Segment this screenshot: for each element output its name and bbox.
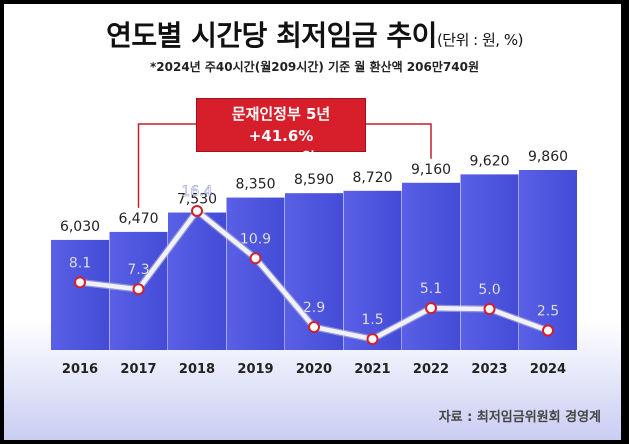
bar-value-label-2024: 9,860: [528, 149, 568, 165]
bar-2021: [343, 190, 402, 350]
bar-value-label-2022: 9,160: [411, 162, 451, 178]
rate-point-2021: [366, 333, 379, 346]
rate-point-2017: [132, 283, 145, 296]
rate-label-2018: 16.4: [181, 184, 212, 200]
x-tick-label-2020: 2020: [296, 362, 332, 377]
bar-2023: [460, 174, 519, 350]
rate-point-2022: [425, 302, 437, 315]
bar-value-label-2023: 9,620: [469, 153, 509, 169]
rate-label-2019: 10.9: [240, 231, 271, 247]
x-tick-label-2022: 2022: [413, 362, 449, 377]
rate-label-2022: 5.1: [420, 281, 442, 297]
x-tick-label-2021: 2021: [354, 362, 390, 377]
x-tick-label-2017: 2017: [120, 362, 156, 377]
highlight-line-2: +2690원: [246, 149, 316, 167]
highlight-line-1: 문재인정부 5년 +41.6%: [231, 105, 331, 145]
chart-title: 연도별 시간당 최저임금 추이(단위 : 원, %): [0, 14, 629, 54]
x-tick-label-2016: 2016: [62, 362, 98, 377]
chart-title-unit: (단위 : 원, %): [436, 31, 523, 49]
source-note: 자료 : 최저임금위원회 경영계: [438, 410, 601, 425]
rate-label-2017: 7.3: [127, 262, 149, 278]
chart-title-text: 연도별 시간당 최저임금 추이: [106, 19, 437, 52]
rate-label-2024: 2.5: [537, 304, 559, 320]
bracket-left: [137, 123, 197, 208]
x-tick-label-2023: 2023: [471, 362, 507, 377]
rate-point-2024: [542, 324, 554, 337]
bar-value-label-2018: 7,530: [177, 192, 217, 208]
bar-2016: [51, 239, 109, 350]
rate-point-2020: [308, 321, 320, 334]
rate-label-2023: 5.0: [478, 282, 500, 298]
rate-label-2016: 8.1: [69, 255, 91, 271]
rate-point-2019: [249, 252, 262, 265]
rate-label-2021: 1.5: [361, 312, 383, 328]
rate-point-2016: [74, 276, 86, 289]
bar-value-label-2019: 8,350: [235, 177, 275, 193]
rate-point-2023: [483, 303, 496, 315]
bar-2019: [226, 197, 285, 350]
bar-value-label-2016: 6,030: [60, 219, 100, 235]
bar-value-label-2021: 8,720: [352, 170, 392, 186]
x-tick-label-2019: 2019: [237, 362, 273, 377]
bar-value-label-2017: 6,470: [118, 211, 158, 227]
rate-point-2018: [191, 204, 203, 217]
bar-2022: [402, 182, 460, 350]
bar-value-label-2020: 8,590: [294, 172, 334, 188]
chart-subtitle: *2024년 주40시간(월209시간) 기준 월 환산액 206만740원: [150, 60, 479, 74]
x-tick-label-2024: 2024: [530, 362, 566, 377]
rate-label-2020: 2.9: [303, 300, 325, 316]
bracket-right: [365, 123, 432, 159]
x-tick-label-2018: 2018: [179, 362, 215, 377]
highlight-annotation-box: 문재인정부 5년 +41.6% +2690원: [197, 99, 365, 167]
